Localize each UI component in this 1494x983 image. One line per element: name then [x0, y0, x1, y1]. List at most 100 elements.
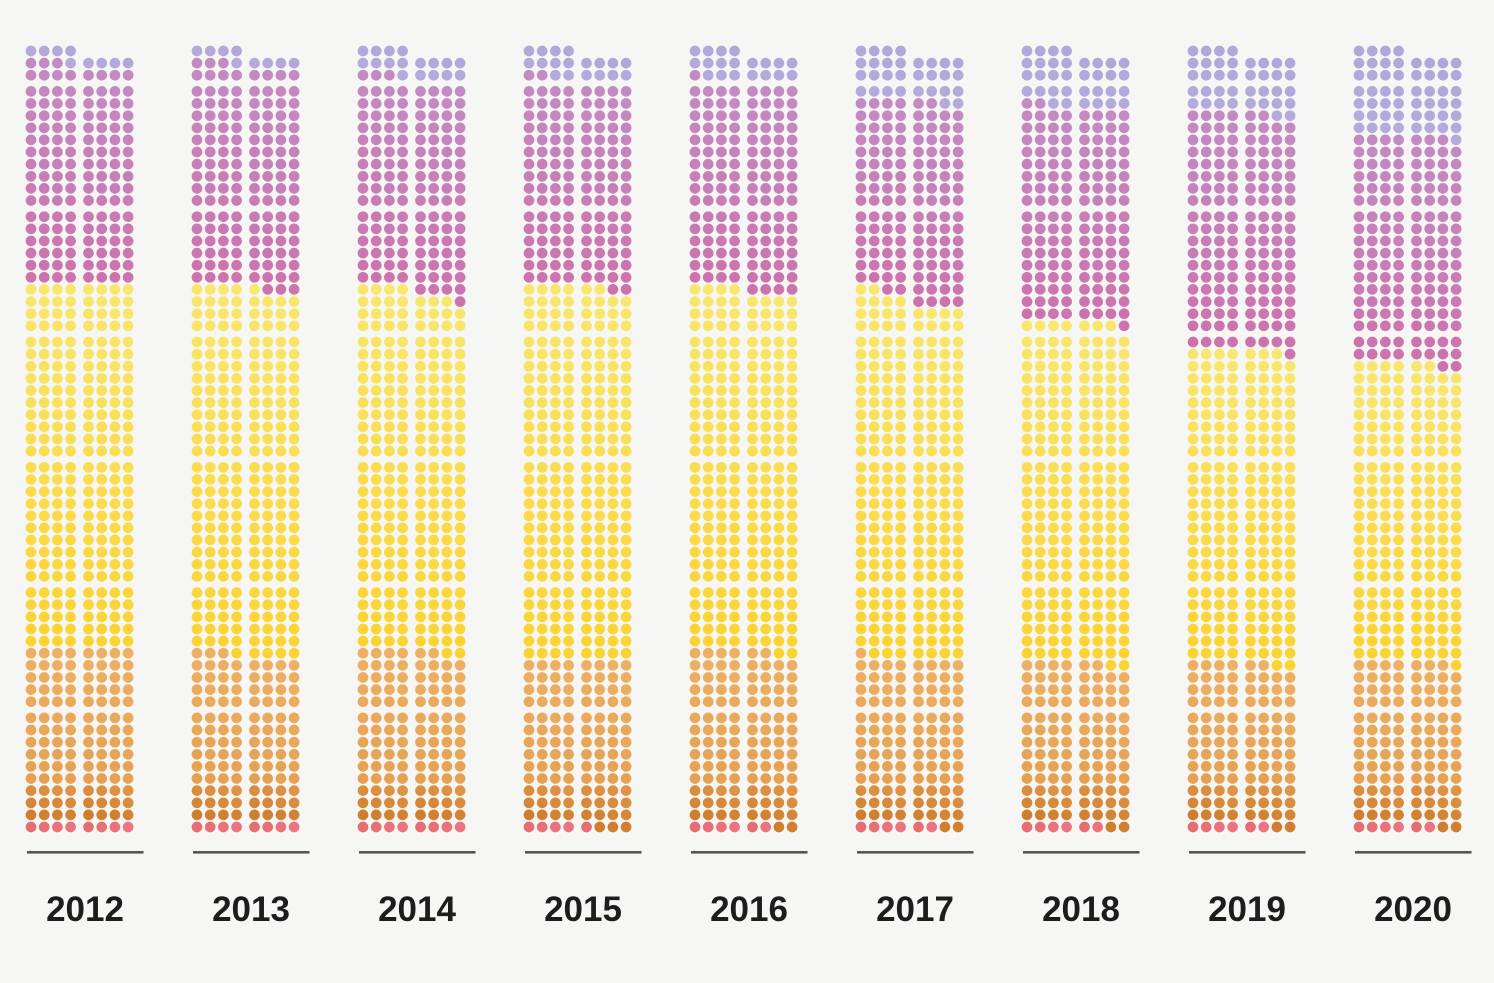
- dot: [855, 474, 867, 485]
- dot: [109, 284, 121, 295]
- dot: [428, 348, 440, 360]
- dot: [563, 486, 574, 497]
- dot: [262, 748, 274, 760]
- dot: [1227, 558, 1238, 570]
- dot: [620, 211, 632, 223]
- dot: [428, 134, 440, 146]
- dot: [689, 599, 701, 611]
- dot: [83, 672, 94, 683]
- dot: [275, 296, 287, 307]
- dot: [1034, 409, 1046, 421]
- dot: [1437, 461, 1449, 473]
- dot: [454, 146, 466, 158]
- dot: [109, 158, 121, 170]
- dot: [729, 748, 740, 760]
- dot: [594, 809, 606, 821]
- dot: [1424, 284, 1436, 295]
- dot: [262, 134, 274, 146]
- dot: [1061, 684, 1072, 695]
- dot: [594, 684, 606, 695]
- dot: [1450, 296, 1462, 307]
- dot: [689, 385, 701, 396]
- dot: [249, 409, 260, 421]
- dot: [1118, 696, 1130, 708]
- dot: [786, 534, 798, 546]
- dot: [1437, 498, 1449, 510]
- dot: [52, 211, 63, 223]
- dot: [96, 821, 108, 833]
- dot: [620, 296, 632, 307]
- dot: [96, 635, 108, 647]
- dot: [523, 623, 535, 635]
- dot: [1380, 445, 1391, 457]
- dot: [702, 623, 714, 635]
- dot: [275, 659, 287, 671]
- dot: [1450, 110, 1462, 122]
- dot: [1380, 684, 1391, 695]
- dot: [1366, 712, 1378, 724]
- dot: [288, 421, 300, 433]
- dot: [729, 684, 740, 695]
- dot: [262, 57, 274, 69]
- dot: [1258, 134, 1270, 146]
- dot: [1227, 498, 1238, 510]
- dot: [1118, 486, 1130, 497]
- dot: [895, 146, 906, 158]
- dot: [1245, 736, 1256, 748]
- dot: [1200, 785, 1212, 796]
- dot: [428, 211, 440, 223]
- dot: [397, 409, 408, 421]
- dot: [786, 486, 798, 497]
- dot: [1214, 611, 1225, 623]
- dot: [594, 259, 606, 271]
- dot: [536, 611, 548, 623]
- dot: [109, 797, 121, 809]
- dot: [939, 696, 951, 708]
- dot: [1079, 271, 1090, 283]
- dot: [96, 433, 108, 445]
- dot: [428, 712, 440, 724]
- dot: [370, 785, 382, 796]
- dot: [441, 110, 453, 122]
- dot: [1366, 385, 1378, 396]
- dot: [454, 599, 466, 611]
- dot: [760, 546, 772, 558]
- dot: [96, 110, 108, 122]
- dot: [536, 623, 548, 635]
- dot: [620, 195, 632, 206]
- year-group-2014: 2014: [357, 45, 476, 929]
- dot: [25, 696, 37, 708]
- dot: [52, 122, 63, 134]
- dot: [913, 69, 924, 81]
- dot: [913, 761, 924, 772]
- dot: [428, 623, 440, 635]
- dot: [1271, 510, 1283, 522]
- dot: [1437, 623, 1449, 635]
- dot: [397, 170, 408, 182]
- dot: [702, 724, 714, 736]
- dot: [1366, 271, 1378, 283]
- year-group-2017: 2017: [855, 45, 974, 929]
- dot: [786, 195, 798, 206]
- dot: [109, 86, 121, 97]
- dot: [939, 296, 951, 307]
- dot: [689, 797, 701, 809]
- dot: [357, 635, 369, 647]
- dot: [1411, 486, 1422, 497]
- dot: [1200, 235, 1212, 247]
- dot: [913, 696, 924, 708]
- dot: [926, 797, 938, 809]
- dot: [370, 259, 382, 271]
- dot: [1424, 308, 1436, 320]
- dot: [1227, 809, 1238, 821]
- dot: [218, 98, 229, 109]
- left-dot-column: [1187, 45, 1238, 833]
- dot: [1105, 308, 1117, 320]
- dot: [1245, 271, 1256, 283]
- dot: [868, 712, 880, 724]
- dot: [913, 110, 924, 122]
- dot: [52, 134, 63, 146]
- dot: [926, 397, 938, 408]
- dot: [370, 635, 382, 647]
- dot: [773, 146, 785, 158]
